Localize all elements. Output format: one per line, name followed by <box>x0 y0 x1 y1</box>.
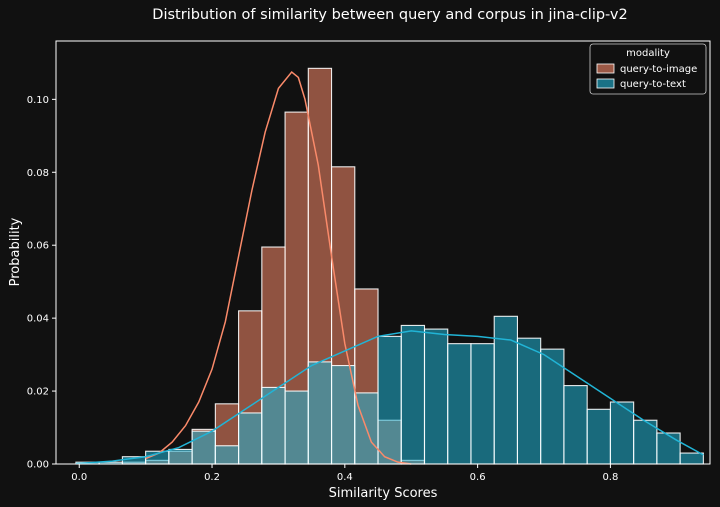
x-tick-label: 0.2 <box>204 472 220 483</box>
y-tick-label: 0.10 <box>27 95 49 106</box>
kde-line-query-to-image <box>145 70 412 465</box>
y-tick-label: 0.04 <box>27 314 49 325</box>
bar-query-to-text-26 <box>679 452 704 465</box>
bar-query-to-text-19 <box>516 337 542 465</box>
y-tick-label: 0.06 <box>27 241 49 252</box>
y-tick-label: 0.00 <box>27 460 49 471</box>
y-tick-label: 0.08 <box>27 168 49 179</box>
legend-entry-query-to-image: query-to-image <box>620 64 697 75</box>
legend: modality query-to-image query-to-text <box>589 43 707 95</box>
legend-swatch-query-to-image <box>596 63 615 74</box>
bar-query-to-text-11 <box>330 364 356 465</box>
plot-area <box>75 67 704 465</box>
bar-query-to-text-10 <box>307 361 333 465</box>
bar-query-to-text-14 <box>400 324 426 465</box>
bar-query-to-text-8 <box>261 386 286 465</box>
bar-query-to-text-22 <box>586 408 611 465</box>
bar-query-to-text-21 <box>563 385 588 465</box>
bar-query-to-text-7 <box>238 412 263 465</box>
y-axis: 0.00 0.02 0.04 0.06 0.08 0.10 <box>27 95 56 471</box>
axes-frame <box>55 40 711 465</box>
bar-query-to-text-25 <box>656 432 681 465</box>
bar-query-to-text-20 <box>540 348 565 465</box>
chart-title: Distribution of similarity between query… <box>152 7 627 23</box>
legend-entry-query-to-text: query-to-text <box>620 79 686 90</box>
bar-query-to-text-16 <box>447 343 472 465</box>
bar-query-to-text-17 <box>470 343 495 465</box>
bar-query-to-text-9 <box>284 390 309 465</box>
y-axis-label: Probability <box>8 217 23 286</box>
legend-swatch-query-to-text <box>596 78 615 89</box>
kde-line-query-to-text <box>75 330 704 465</box>
x-tick-label: 0.6 <box>470 472 486 483</box>
x-axis-label: Similarity Scores <box>329 486 438 501</box>
bar-query-to-text-4 <box>168 448 193 465</box>
bar-query-to-text-15 <box>423 328 449 465</box>
legend-box <box>589 43 707 95</box>
y-tick-label: 0.02 <box>27 387 49 398</box>
x-tick-label: 0.8 <box>602 472 618 483</box>
x-tick-label: 0.4 <box>337 472 353 483</box>
x-tick-label: 0.0 <box>71 472 87 483</box>
x-axis: 0.0 0.2 0.4 0.6 0.8 <box>71 464 618 483</box>
bar-query-to-text-6 <box>214 445 240 465</box>
bar-query-to-text-13 <box>377 335 402 465</box>
legend-title: modality <box>626 48 670 59</box>
